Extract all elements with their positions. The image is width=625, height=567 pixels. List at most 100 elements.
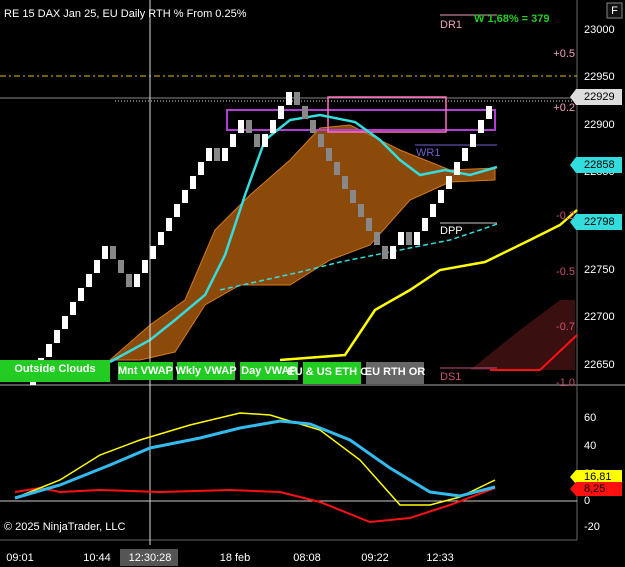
button-label[interactable]: Day VWAP <box>241 365 297 377</box>
price-badge <box>570 214 622 230</box>
renko-brick <box>302 106 308 119</box>
chart-title: RE 15 DAX Jan 25, EU Daily RTH % From 0.… <box>4 8 247 20</box>
renko-brick <box>78 288 84 301</box>
lower-cloud <box>470 300 575 370</box>
renko-brick <box>174 204 180 217</box>
renko-brick <box>286 92 292 105</box>
renko-brick <box>246 120 252 133</box>
renko-brick <box>158 232 164 245</box>
renko-brick <box>366 218 372 231</box>
renko-brick <box>414 232 420 245</box>
price-badge-label: 22858 <box>584 159 615 171</box>
osc-badge <box>570 470 622 484</box>
renko-brick <box>142 260 148 273</box>
day-vwap <box>279 209 578 362</box>
renko-brick <box>406 232 412 245</box>
renko-brick <box>278 106 284 119</box>
price-label: 22950 <box>584 71 615 83</box>
renko-brick <box>398 232 404 245</box>
renko-brick <box>134 274 140 287</box>
osc-label: 0 <box>584 495 590 507</box>
percent-label: -1.0 <box>556 377 575 389</box>
toolbar-button[interactable] <box>177 362 235 380</box>
renko-brick <box>46 344 52 357</box>
renko-brick <box>462 148 468 161</box>
renko-brick <box>382 246 388 259</box>
f-button[interactable] <box>606 2 623 19</box>
price-badge-label: 22929 <box>584 91 615 103</box>
percent-label: +0.2 <box>553 102 575 114</box>
renko-brick <box>238 120 244 133</box>
renko-brick <box>126 274 132 287</box>
osc-badge <box>570 482 622 496</box>
f-button-label[interactable]: F <box>611 5 618 17</box>
renko-brick <box>222 148 228 161</box>
renko-brick <box>262 134 268 147</box>
renko-brick <box>54 330 60 343</box>
renko-brick <box>358 204 364 217</box>
renko-brick <box>206 148 212 161</box>
osc-badge-label: 8,25 <box>584 483 605 495</box>
renko-brick <box>334 162 340 175</box>
renko-brick <box>318 134 324 147</box>
price-badge <box>570 89 622 105</box>
time-label: 09:01 <box>6 552 34 564</box>
osc-label: 40 <box>584 440 596 452</box>
zone-box-2 <box>327 96 447 133</box>
pivot-label: DR1 <box>440 19 462 31</box>
renko-brick <box>350 190 356 203</box>
toolbar-button[interactable] <box>366 362 424 384</box>
percent-label: -0.7 <box>556 321 575 333</box>
renko-brick <box>150 246 156 259</box>
renko-brick <box>70 302 76 315</box>
renko-brick <box>374 232 380 245</box>
time-highlight <box>120 549 178 566</box>
zone-box <box>226 109 496 131</box>
renko-brick <box>486 106 492 119</box>
toolbar-button[interactable] <box>0 360 110 382</box>
button-label[interactable]: Wkly VWAP <box>175 365 236 377</box>
pivot-label: DPP <box>440 225 463 237</box>
renko-brick <box>102 246 108 259</box>
renko-brick <box>94 260 100 273</box>
osc-label: 60 <box>584 412 596 424</box>
osc-label: -20 <box>584 521 600 533</box>
price-label: 23000 <box>584 24 615 36</box>
renko-brick <box>110 246 116 259</box>
renko-brick <box>390 246 396 259</box>
price-label: 22650 <box>584 359 615 371</box>
time-label: 10:44 <box>83 552 111 564</box>
osc-yellow <box>14 412 496 506</box>
time-label: 12:30:28 <box>129 552 172 564</box>
ichimoku-cloud <box>108 124 496 361</box>
renko-brick <box>230 134 236 147</box>
price-label: 22900 <box>584 119 615 131</box>
renko-brick <box>326 148 332 161</box>
renko-brick <box>342 176 348 189</box>
toolbar-button[interactable] <box>240 362 298 380</box>
osc-red <box>14 486 496 524</box>
renko-brick <box>438 190 444 203</box>
renko-brick <box>190 176 196 189</box>
price-badge <box>570 157 622 173</box>
renko-brick <box>254 134 260 147</box>
weekly-range: W 1,68% = 379 <box>474 13 550 25</box>
time-label: 12:33 <box>426 552 454 564</box>
percent-label: +0.5 <box>553 48 575 60</box>
button-label[interactable]: EU RTH OR <box>365 366 426 378</box>
copyright: © 2025 NinjaTrader, LLC <box>4 521 125 533</box>
renko-brick <box>182 190 188 203</box>
renko-brick <box>446 176 452 189</box>
time-label: 18 feb <box>220 552 251 564</box>
time-label: 09:22 <box>361 552 389 564</box>
button-label[interactable]: Mnt VWAP <box>118 365 173 377</box>
renko-brick <box>430 204 436 217</box>
renko-brick <box>86 274 92 287</box>
toolbar-button[interactable] <box>303 362 361 384</box>
renko-brick <box>270 120 276 133</box>
renko-brick <box>294 92 300 105</box>
button-label[interactable]: Outside Clouds <box>14 363 95 375</box>
button-label[interactable]: EU & US ETH OR <box>287 366 376 378</box>
toolbar-button[interactable] <box>118 362 173 380</box>
